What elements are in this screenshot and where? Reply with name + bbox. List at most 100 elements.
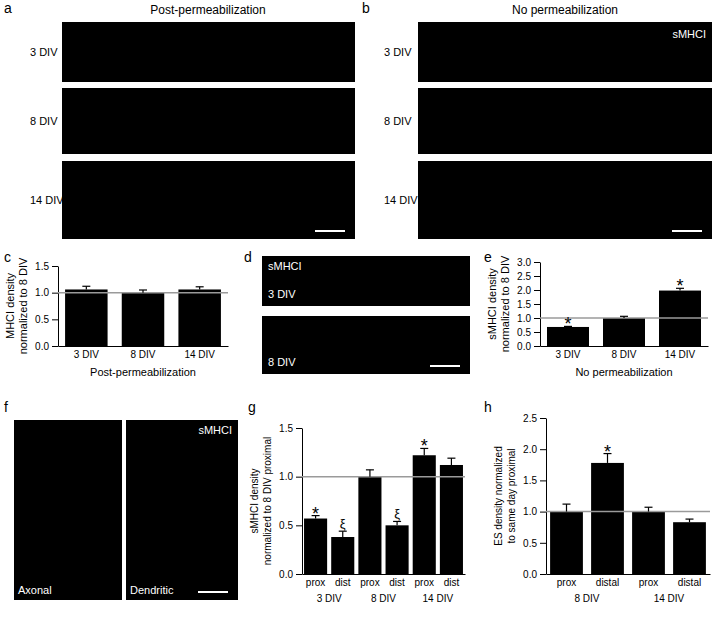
error-bar xyxy=(196,287,204,290)
error-bar-cap xyxy=(563,504,571,505)
micrograph xyxy=(418,22,712,82)
y-tick-label: 0.0 xyxy=(279,569,293,580)
group-label: 8 DIV xyxy=(371,593,396,604)
x-tick-label: dist xyxy=(389,577,405,588)
row-label: 8 DIV xyxy=(384,115,412,127)
micrograph xyxy=(418,161,712,239)
x-tick: 14 DIV xyxy=(665,346,696,360)
bar xyxy=(65,289,108,346)
y-tick-mark xyxy=(296,525,302,526)
error-bar xyxy=(645,507,653,511)
y-tick-label: 1.5 xyxy=(517,299,531,310)
y-tick-label: 0.5 xyxy=(279,520,293,531)
error-bar xyxy=(139,290,147,293)
y-tick-mark xyxy=(534,346,540,347)
y-tick-mark xyxy=(534,332,540,333)
x-tick-label: 8 DIV xyxy=(130,349,155,360)
y-tick: 2.0 xyxy=(517,285,540,296)
error-bar-stem xyxy=(342,531,343,537)
panel-label: Dendritic xyxy=(130,584,174,596)
error-bar-stem xyxy=(451,458,452,465)
panel-letter: f xyxy=(4,399,8,415)
x-tick-label: 8 DIV xyxy=(611,349,636,360)
error-bar xyxy=(82,286,90,289)
group-label: 14 DIV xyxy=(423,593,454,604)
y-tick-label: 0.0 xyxy=(35,341,49,352)
panel-letter: h xyxy=(484,399,492,415)
x-tick-label: distal xyxy=(678,577,701,588)
y-axis-title: MHCI densitynormalized to 8 DIV xyxy=(4,257,29,354)
error-bar-cap xyxy=(447,458,455,459)
y-tick-mark xyxy=(540,543,546,544)
y-axis: 0.00.51.01.5 xyxy=(35,261,58,352)
row-label: 14 DIV xyxy=(30,194,64,206)
bar xyxy=(632,512,665,574)
x-tick: 14 DIV xyxy=(184,346,215,360)
bar xyxy=(550,512,583,574)
micrograph xyxy=(262,316,470,374)
y-tick: 1.0 xyxy=(517,313,540,324)
panel-title: No permeabilization xyxy=(512,3,618,17)
y-tick: 0.5 xyxy=(517,327,540,338)
error-bar-cap xyxy=(139,289,147,290)
y-axis: 0.00.51.01.52.02.53.0 xyxy=(517,257,540,352)
x-tick: prox xyxy=(360,574,379,588)
significance-mark: * xyxy=(676,276,683,296)
bar xyxy=(358,477,381,574)
x-tick: dist xyxy=(444,574,460,588)
error-bar-cap xyxy=(645,507,653,508)
scale-bar xyxy=(430,365,460,367)
group-label: 14 DIV xyxy=(654,593,685,604)
bar xyxy=(178,289,221,346)
y-tick: 1.5 xyxy=(523,475,546,486)
y-axis-title: sMHCI densitynormalized to 8 DIV proxima… xyxy=(249,437,273,565)
x-tick-label: prox xyxy=(360,577,379,588)
y-tick: 0.0 xyxy=(279,569,302,580)
x-axis-line xyxy=(59,346,229,347)
panel-letter: g xyxy=(248,399,256,415)
panel-letter: a xyxy=(4,0,12,16)
y-tick-mark xyxy=(540,418,546,419)
y-tick: 1.0 xyxy=(523,506,546,517)
bar xyxy=(440,465,463,574)
x-tick: 8 DIV xyxy=(611,346,636,360)
stain-label: sMHCI xyxy=(198,424,232,436)
y-axis-line xyxy=(540,263,541,347)
y-tick: 1.5 xyxy=(35,261,58,272)
y-tick-mark xyxy=(540,480,546,481)
y-tick-mark xyxy=(52,346,58,347)
bar-chart: 0.00.51.01.52.02.5proxdistalproxdistal*E… xyxy=(493,413,711,604)
bar xyxy=(122,293,165,346)
panel-letter: b xyxy=(362,0,370,16)
x-axis-line xyxy=(303,574,466,575)
y-tick-label: 2.5 xyxy=(523,413,537,424)
error-bar-cap xyxy=(196,286,204,287)
y-tick: 1.0 xyxy=(279,471,302,482)
plot-area xyxy=(302,448,465,574)
panel-title: Post-permeabilization xyxy=(150,3,265,17)
y-tick-mark xyxy=(296,428,302,429)
y-tick-label: 1.0 xyxy=(279,471,293,482)
x-tick-label: prox xyxy=(415,577,434,588)
y-tick-mark xyxy=(534,262,540,263)
y-tick-mark xyxy=(534,304,540,305)
x-tick-label: distal xyxy=(596,577,619,588)
y-tick-mark xyxy=(540,449,546,450)
row-label: 3 DIV xyxy=(30,46,58,58)
x-tick-label: 14 DIV xyxy=(184,349,215,360)
error-bar-stem xyxy=(566,504,567,511)
y-tick-label: 0.0 xyxy=(523,569,537,580)
row-label: 8 DIV xyxy=(30,115,58,127)
y-tick-mark xyxy=(534,318,540,319)
y-tick-label: 1.0 xyxy=(35,287,49,298)
y-tick: 0.0 xyxy=(517,341,540,352)
error-bar xyxy=(339,531,347,537)
x-tick: prox xyxy=(415,574,434,588)
y-tick-label: 0.5 xyxy=(523,538,537,549)
y-axis-title: sMHCI densitynormalized to 8 DIV xyxy=(486,255,511,352)
y-tick-label: 0.5 xyxy=(517,327,531,338)
plot-area xyxy=(58,286,228,346)
reference-line xyxy=(546,511,710,513)
micrograph xyxy=(62,161,355,239)
y-tick: 0.5 xyxy=(279,520,302,531)
